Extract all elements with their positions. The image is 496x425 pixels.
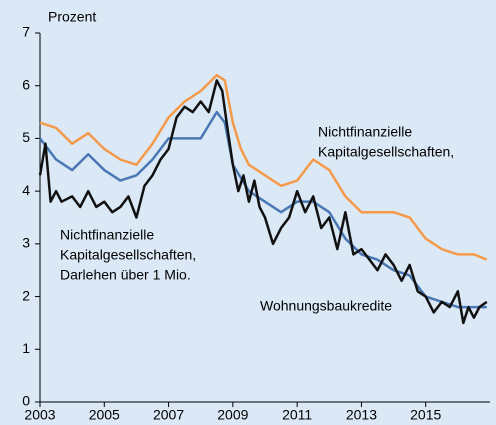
series-line bbox=[38, 79, 488, 325]
x-tick-label: 2003 bbox=[24, 407, 55, 423]
y-tick-label: 5 bbox=[22, 129, 30, 145]
y-tick-label: 6 bbox=[22, 76, 30, 92]
x-tick-label: 2009 bbox=[217, 407, 248, 423]
y-tick-label: 1 bbox=[22, 340, 30, 356]
x-tick-label: 2015 bbox=[410, 407, 441, 423]
annotation: Nichtfinanzielle bbox=[318, 124, 412, 140]
annotation: Darlehen über 1 Mio. bbox=[60, 267, 191, 283]
series-line bbox=[39, 73, 488, 261]
annotation: Wohnungsbaukredite bbox=[260, 298, 392, 314]
y-tick-label: 7 bbox=[22, 24, 30, 40]
annotation: Kapitalgesellschaften, bbox=[318, 144, 454, 160]
annotation: Kapitalgesellschaften, bbox=[60, 247, 196, 263]
x-tick-label: 2013 bbox=[346, 407, 377, 423]
x-tick-label: 2005 bbox=[89, 407, 120, 423]
y-tick-label: 3 bbox=[22, 235, 30, 251]
x-tick-label: 2007 bbox=[153, 407, 184, 423]
y-axis-label: Prozent bbox=[48, 9, 96, 25]
x-tick-label: 2011 bbox=[282, 407, 312, 423]
y-tick-label: 4 bbox=[22, 182, 30, 198]
annotation: Nichtfinanzielle bbox=[60, 227, 154, 243]
y-tick-label: 0 bbox=[22, 393, 30, 409]
y-tick-label: 2 bbox=[22, 287, 30, 303]
